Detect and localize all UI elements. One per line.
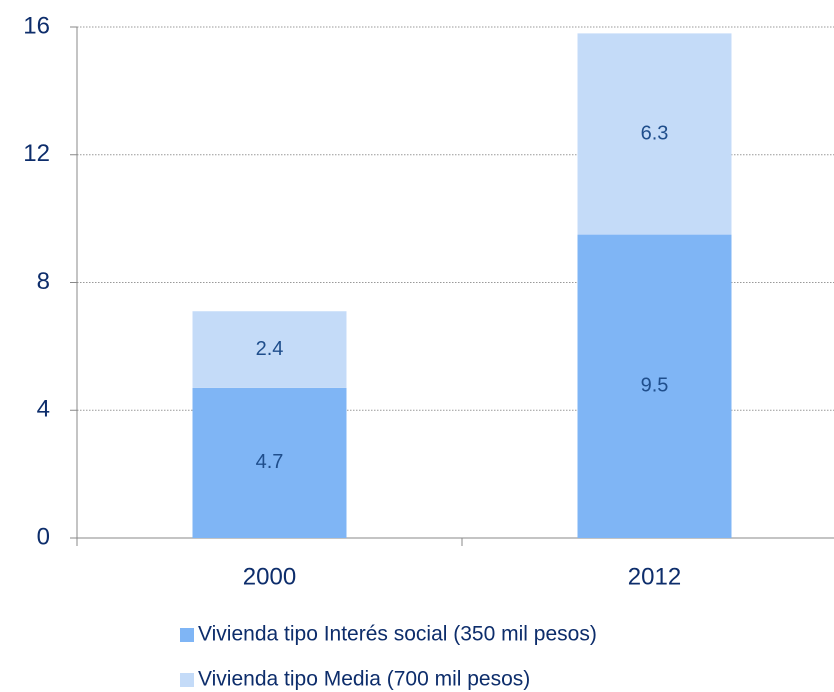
y-tick-label: 4 <box>37 396 50 423</box>
x-tick-label: 2012 <box>628 563 681 590</box>
data-label: 4.7 <box>256 451 284 473</box>
bar-segment <box>577 234 732 538</box>
y-tick-label: 0 <box>37 523 50 550</box>
data-label: 9.5 <box>641 375 669 397</box>
legend-label: Vivienda tipo Interés social (350 mil pe… <box>198 623 597 646</box>
legend-swatch <box>180 628 194 642</box>
y-tick-label: 8 <box>37 268 50 295</box>
data-label: 6.3 <box>641 122 669 144</box>
x-tick-label: 2000 <box>243 563 296 590</box>
y-tick-label: 12 <box>23 140 50 167</box>
bar-segment <box>192 387 347 538</box>
bar-segment <box>192 311 347 388</box>
data-label: 2.4 <box>256 338 284 360</box>
bar-segment <box>577 33 732 235</box>
legend-swatch <box>180 673 194 687</box>
legend-label: Vivienda tipo Media (700 mil pesos) <box>198 668 530 691</box>
y-tick-label: 16 <box>23 12 50 39</box>
